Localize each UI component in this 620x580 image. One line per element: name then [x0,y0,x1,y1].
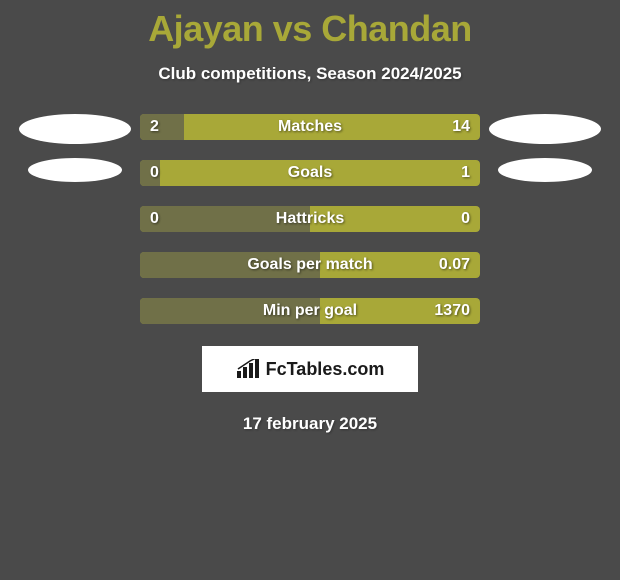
stat-left-value: 0 [150,210,159,228]
stat-bar-matches: 2 Matches 14 [140,114,480,140]
stat-bar-goals-per-match: Goals per match 0.07 [140,252,480,278]
stat-right-value: 0 [461,210,470,228]
stat-bar-goals: 0 Goals 1 [140,160,480,186]
left-oval-large [19,114,131,144]
left-ovals-col [10,114,140,182]
stat-right-value: 14 [452,118,470,136]
stat-bar-min-per-goal: Min per goal 1370 [140,298,480,324]
page-title: Ajayan vs Chandan [0,8,620,50]
stats-area: 2 Matches 14 0 Goals 1 0 Hattricks 0 Goa… [0,114,620,324]
logo-box: FcTables.com [202,346,418,392]
stat-right-value: 1 [461,164,470,182]
stat-label: Min per goal [263,302,357,320]
right-oval-small [498,158,592,182]
left-oval-small [28,158,122,182]
right-oval-large [489,114,601,144]
right-ovals-col [480,114,610,182]
logo-text: FcTables.com [266,359,385,380]
bars-column: 2 Matches 14 0 Goals 1 0 Hattricks 0 Goa… [140,114,480,324]
bar-fill-left [140,114,184,140]
comparison-infographic: Ajayan vs Chandan Club competitions, Sea… [0,0,620,580]
stat-label: Hattricks [276,210,344,228]
stat-left-value: 2 [150,118,159,136]
stat-right-value: 1370 [434,302,470,320]
bar-chart-icon [236,359,260,379]
stat-bar-hattricks: 0 Hattricks 0 [140,206,480,232]
subtitle: Club competitions, Season 2024/2025 [0,64,620,84]
stat-left-value: 0 [150,164,159,182]
date-text: 17 february 2025 [0,414,620,434]
stat-label: Matches [278,118,342,136]
stat-right-value: 0.07 [439,256,470,274]
stat-label: Goals [288,164,332,182]
stat-label: Goals per match [247,256,372,274]
